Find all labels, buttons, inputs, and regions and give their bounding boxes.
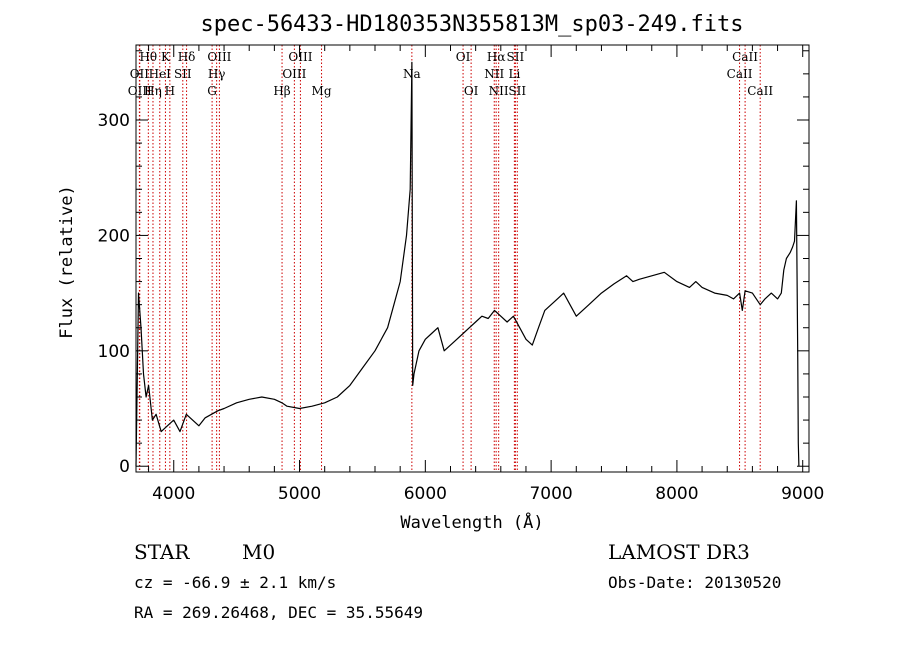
plot-frame [135, 44, 810, 473]
y-axis-label: Flux (relative) [57, 185, 77, 339]
line-label-19: NII [484, 67, 504, 81]
y-tick-label-2: 200 [98, 226, 130, 246]
x-tick-label-0: 4000 [152, 484, 195, 504]
x-tick-label-1: 5000 [278, 484, 321, 504]
line-label-26: CaII [732, 50, 758, 64]
line-label-8: Hδ [178, 50, 196, 64]
line-label-4: HeI [149, 67, 172, 81]
line-label-2: OIII [128, 84, 152, 98]
chart-title: spec-56433-HD180353N355813M_sp03-249.fit… [200, 12, 743, 37]
line-label-21: NII [489, 84, 509, 98]
line-label-27: CaII [747, 84, 773, 98]
x-tick-label-5: 9000 [781, 484, 824, 504]
line-label-3: Hη [144, 84, 162, 98]
x-tick-label-2: 6000 [404, 484, 447, 504]
line-label-23: SII [507, 50, 525, 64]
spectrum-line [135, 61, 800, 467]
object-type: STAR [134, 540, 190, 564]
line-labels: HθOIIOIIIHηHeIKHSIIHδGHγOIIIHβOIIIOIIIMg… [128, 50, 774, 98]
x-axis: 4000 5000 6000 7000 8000 9000 [148, 45, 824, 504]
line-label-7: SII [174, 67, 192, 81]
spectral-subclass: M0 [242, 540, 276, 564]
line-label-20: Hα [487, 50, 506, 64]
line-label-10: Hγ [208, 67, 226, 81]
line-label-0: Hθ [139, 50, 157, 64]
coordinates: RA = 269.26468, DEC = 35.55649 [134, 603, 423, 622]
line-label-13: OIII [282, 67, 306, 81]
redshift-velocity: cz = -66.9 ± 2.1 km/s [134, 573, 337, 592]
line-label-14: OIII [288, 50, 312, 64]
observation-date: Obs-Date: 20130520 [608, 573, 782, 592]
line-label-25: CaII [727, 67, 753, 81]
line-label-11: OIII [207, 50, 231, 64]
line-markers [138, 45, 761, 472]
y-axis: 0 100 200 300 [98, 50, 809, 477]
line-label-15: Mg [312, 84, 332, 98]
line-label-22: Li [508, 67, 520, 81]
survey-name: LAMOST DR3 [608, 540, 750, 564]
x-axis-label: Wavelength (Å) [400, 511, 543, 533]
y-tick-label-1: 100 [98, 342, 130, 362]
line-label-9: G [207, 84, 217, 98]
y-tick-label-0: 0 [119, 457, 130, 477]
line-label-24: SII [508, 84, 526, 98]
x-tick-label-4: 8000 [655, 484, 698, 504]
line-label-1: OII [130, 67, 150, 81]
line-label-5: K [161, 50, 171, 64]
line-label-17: OI [456, 50, 471, 64]
line-label-6: H [165, 84, 175, 98]
y-tick-label-3: 300 [98, 111, 130, 131]
spectrum-layer [135, 61, 800, 467]
spectrum-chart: spec-56433-HD180353N355813M_sp03-249.fit… [57, 12, 824, 533]
line-label-16: Na [403, 67, 421, 81]
line-label-18: OI [464, 84, 479, 98]
line-label-12: Hβ [273, 84, 290, 98]
x-tick-label-3: 7000 [529, 484, 572, 504]
